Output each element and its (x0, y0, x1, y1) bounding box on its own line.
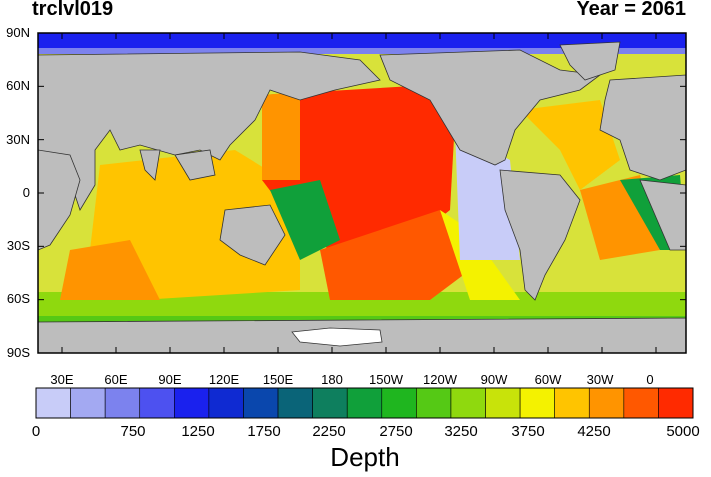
y-tick-label: 0 (22, 185, 30, 200)
colorbar-cells (35, 387, 694, 419)
y-tick-label: 60S (6, 291, 30, 306)
indian-ocean-field (90, 150, 300, 300)
colorbar-tick-label: 3750 (511, 423, 545, 440)
x-tick-label: 180 (321, 372, 343, 387)
colorbar-title: Depth (330, 442, 400, 472)
y-tick-label: 90N (6, 25, 30, 40)
colorbar-tick-label: 5000 (666, 423, 700, 440)
north-atlantic-field (520, 100, 620, 190)
colorbar-cell (243, 387, 279, 419)
colorbar-cell (519, 387, 555, 419)
colorbar-cell (208, 387, 244, 419)
y-tick-label: 30S (6, 238, 30, 253)
colorbar-cell (104, 387, 141, 419)
colorbar-cell (277, 387, 313, 419)
indian-ocean-south (60, 240, 160, 300)
colorbar-cell (346, 387, 383, 419)
colorbar-cell (35, 387, 71, 419)
y-tick-label: 30N (6, 132, 30, 147)
colorbar-tick-label: 750 (120, 423, 146, 440)
colorbar-tick-label: 3250 (444, 423, 478, 440)
x-tick-label: 30W (586, 372, 614, 387)
colorbar-cell (658, 387, 694, 419)
map-field (38, 33, 686, 353)
x-tick-label: 90W (480, 372, 508, 387)
colorbar-cell (623, 387, 659, 419)
africa-southeast (639, 179, 686, 251)
colorbar-cell (554, 387, 590, 419)
colorbar-tick-label: 4250 (577, 423, 611, 440)
colorbar-cell (70, 387, 106, 419)
africa-south (38, 149, 81, 251)
west-pacific-slope (270, 180, 340, 260)
x-tick-label: 30E (50, 372, 74, 387)
x-tick-label: 60W (534, 372, 562, 387)
x-tick-label: 150E (262, 372, 294, 387)
colorbar-tick-label: 1750 (247, 423, 281, 440)
ocean-depth-map (37, 32, 687, 354)
greenland (559, 41, 621, 81)
colorbar-frame (35, 387, 694, 419)
plot-title-right: Year = 2061 (576, 0, 686, 20)
x-tick-label: 120W (423, 372, 457, 387)
arctic-shelf (38, 33, 686, 51)
y-tick-label: 60N (6, 78, 30, 93)
north-pacific-west (262, 92, 300, 180)
europe-africa-east (599, 74, 686, 181)
colorbar-tick-label: 2250 (312, 423, 346, 440)
india (139, 149, 161, 181)
colorbar-cell (450, 387, 486, 419)
australia (219, 204, 286, 266)
colorbar-cell (485, 387, 521, 419)
colorbar-cell (381, 387, 417, 419)
eurasia-africa-north (38, 51, 381, 211)
south-america (499, 169, 581, 301)
colorbar-cell (312, 387, 348, 419)
colorbar-tick-label: 1250 (181, 423, 215, 440)
colorbar-tick-label: 2750 (379, 423, 413, 440)
arctic-slope (38, 48, 686, 54)
colorbar-tick-label: 0 (31, 423, 41, 440)
colorbar-cell (588, 387, 625, 419)
south-pacific-field (320, 210, 470, 300)
east-pacific-shallow (455, 130, 520, 260)
ross-ice-shelf (291, 327, 383, 347)
x-tick-label: 120E (208, 372, 240, 387)
x-tick-label: 0 (646, 372, 654, 387)
colorbar-cell (139, 387, 175, 419)
x-tick-label: 150W (369, 372, 403, 387)
north-america (379, 49, 602, 166)
southeast-asia (174, 149, 216, 181)
plot-title-left: trclvl019 (32, 0, 114, 20)
x-tick-label: 90E (158, 372, 182, 387)
map-ticks (38, 32, 686, 354)
colorbar-cell (416, 387, 452, 419)
y-tick-label: 90S (6, 345, 30, 360)
x-tick-label: 60E (104, 372, 128, 387)
colorbar-cell (174, 387, 210, 419)
